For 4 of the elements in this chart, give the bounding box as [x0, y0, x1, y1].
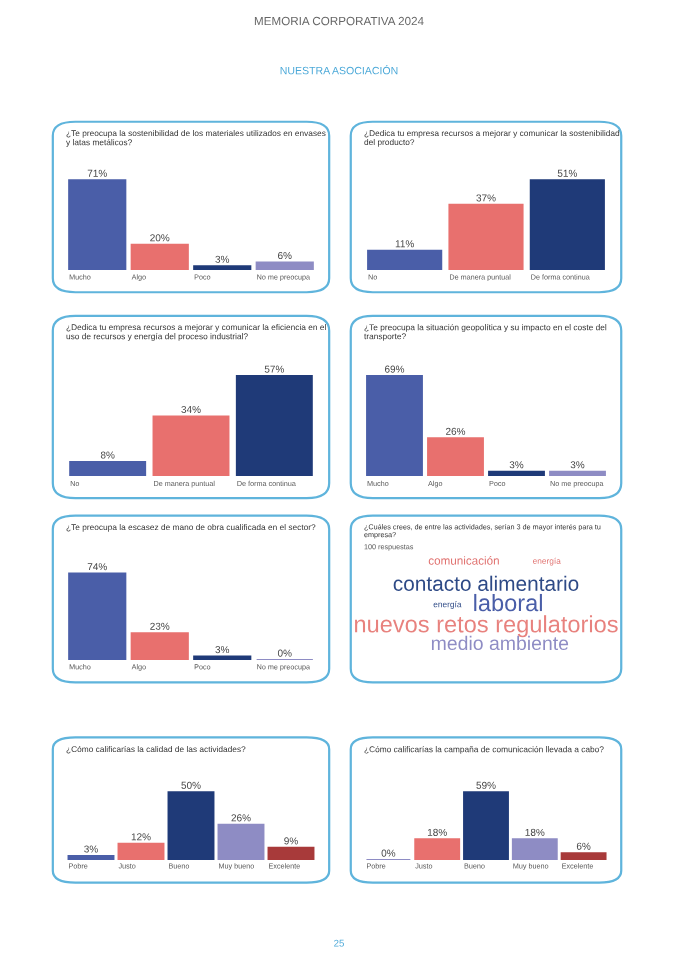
text: medio ambiente [431, 635, 569, 651]
text: contacto alimentario [393, 575, 579, 591]
text: nuevos retos regulatorios [355, 615, 618, 638]
text: laboral [474, 593, 542, 612]
